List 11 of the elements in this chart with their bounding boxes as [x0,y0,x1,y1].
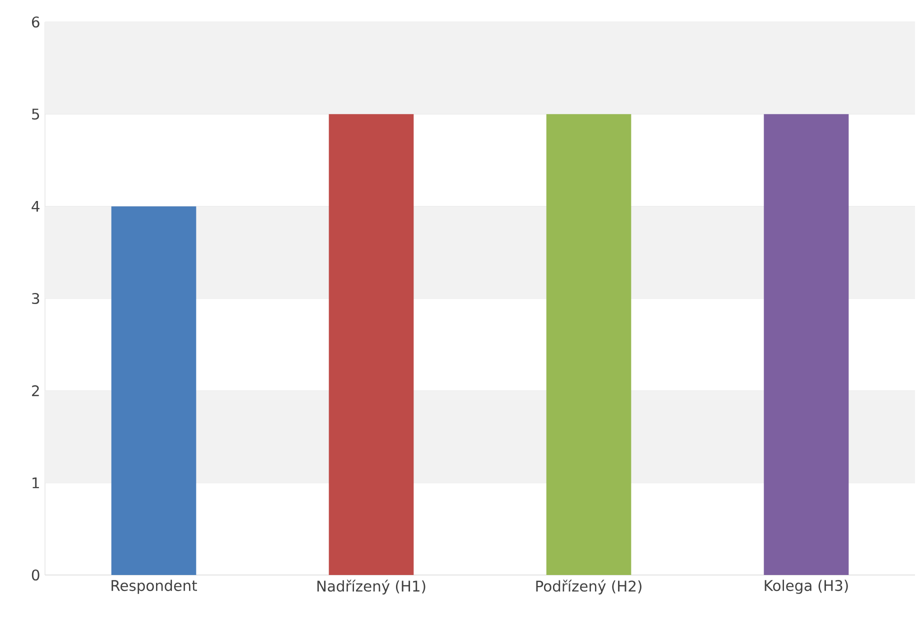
x-tick-label: Nadřízený (H1) [317,580,426,594]
y-tick-label: 1 [32,477,39,488]
y-tick-label: 5 [32,108,40,120]
x-tick-label: Respondent [112,580,197,594]
y-tick-label: 4 [32,200,40,212]
y-tick-label: 3 [32,292,40,304]
y-tick-label: 2 [32,385,39,396]
y-tick-label: 0 [32,569,40,581]
x-tick-label: Kolega (H3) [764,580,848,594]
x-tick-label: Podřízený (H2) [536,580,642,594]
y-tick-label: 6 [32,16,40,28]
